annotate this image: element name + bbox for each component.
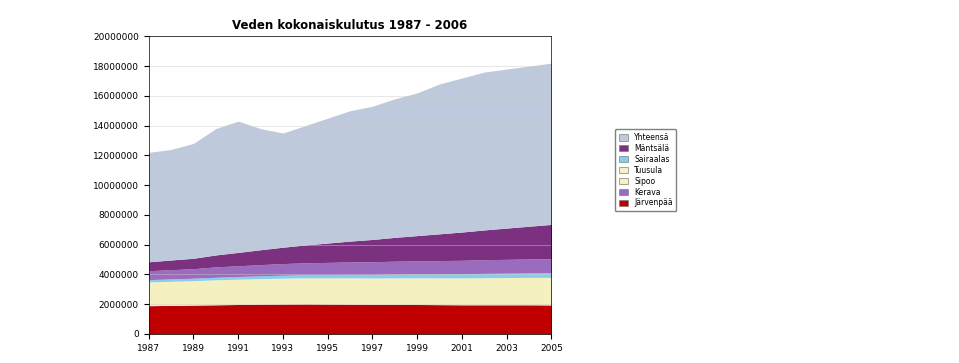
Legend: Yhteensä, Mäntsälä, Sairaalas, Tuusula, Sipoo, Kerava, Järvenpää: Yhteensä, Mäntsälä, Sairaalas, Tuusula, …	[615, 129, 676, 211]
Title: Veden kokonaiskulutus 1987 - 2006: Veden kokonaiskulutus 1987 - 2006	[232, 19, 468, 32]
